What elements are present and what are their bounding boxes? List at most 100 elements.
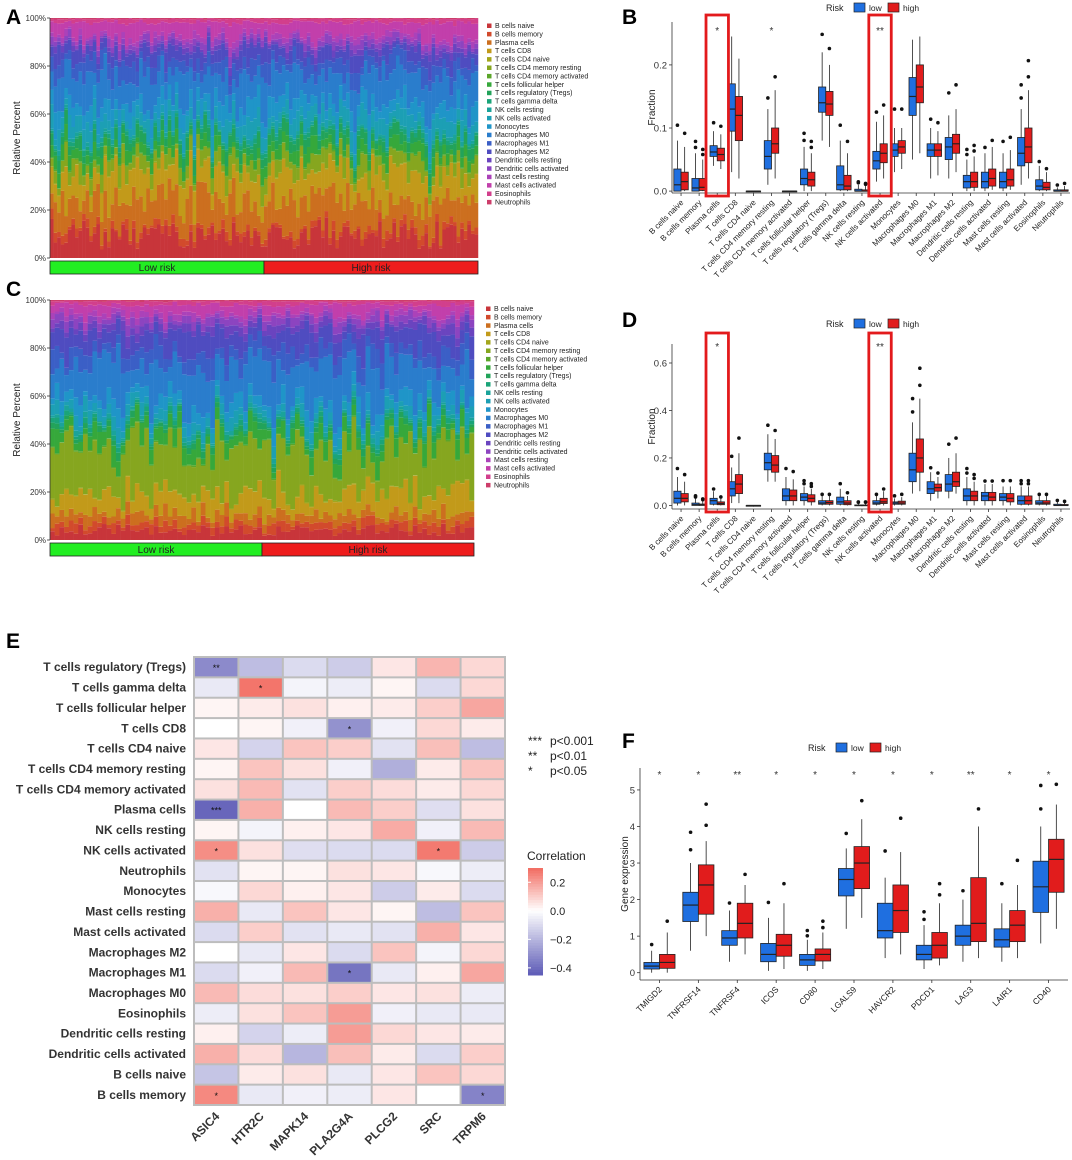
bar-segment bbox=[64, 40, 68, 43]
bar-segment bbox=[276, 313, 281, 318]
bar-segment bbox=[97, 426, 102, 432]
bar-segment bbox=[196, 413, 201, 424]
bar-segment bbox=[356, 383, 361, 397]
bar-segment bbox=[143, 77, 147, 115]
bar-segment bbox=[414, 227, 418, 234]
bar-segment bbox=[164, 147, 168, 154]
bar-segment bbox=[64, 430, 69, 431]
bar-segment bbox=[367, 73, 371, 115]
bar-segment bbox=[396, 32, 400, 37]
bar-segment bbox=[55, 507, 60, 516]
bar-segment bbox=[200, 229, 204, 258]
bar-segment bbox=[417, 301, 422, 306]
bar-segment bbox=[154, 482, 159, 483]
bar-segment bbox=[407, 137, 411, 141]
bar-segment bbox=[339, 34, 343, 40]
bar-segment bbox=[163, 372, 168, 397]
bar-segment bbox=[139, 196, 143, 232]
bar-segment bbox=[442, 44, 446, 48]
bar-segment bbox=[469, 432, 474, 433]
bar-segment bbox=[135, 369, 140, 383]
bar-segment bbox=[132, 187, 136, 221]
bar-segment bbox=[172, 321, 177, 325]
bar-segment bbox=[455, 520, 460, 525]
bar-segment bbox=[357, 50, 361, 56]
bar-segment bbox=[182, 316, 187, 323]
bar-segment bbox=[385, 147, 389, 150]
bar-segment bbox=[335, 155, 339, 165]
bar-segment bbox=[276, 470, 281, 507]
bar-segment bbox=[474, 174, 478, 203]
bar-segment bbox=[286, 532, 291, 540]
bar-segment bbox=[146, 168, 150, 188]
bar-segment bbox=[352, 399, 357, 405]
bar-segment bbox=[168, 236, 172, 258]
bar-segment bbox=[366, 302, 371, 312]
bar-segment bbox=[116, 301, 121, 304]
bar-segment bbox=[153, 19, 157, 25]
bar-segment bbox=[436, 306, 441, 320]
bar-segment bbox=[375, 349, 380, 368]
bar-segment bbox=[92, 395, 97, 403]
bar-segment bbox=[172, 448, 177, 489]
bar-segment bbox=[205, 305, 210, 314]
bar-segment bbox=[182, 115, 186, 133]
bar-segment bbox=[275, 227, 279, 258]
bar-segment bbox=[318, 134, 322, 136]
bar-segment bbox=[455, 414, 460, 419]
bar-segment bbox=[75, 132, 79, 136]
bar-segment bbox=[446, 153, 450, 165]
bar-segment bbox=[201, 444, 206, 449]
bar-segment bbox=[88, 433, 93, 437]
bar-segment bbox=[121, 317, 126, 321]
bar-segment bbox=[361, 449, 366, 457]
bar-segment bbox=[175, 129, 179, 144]
bar-segment bbox=[205, 434, 210, 437]
bar-segment bbox=[135, 402, 140, 404]
bar-segment bbox=[403, 521, 408, 532]
bar-segment bbox=[57, 37, 61, 41]
bar-segment bbox=[371, 44, 375, 50]
bar-segment bbox=[228, 47, 232, 57]
bar-segment bbox=[68, 29, 72, 38]
bar-segment bbox=[474, 133, 478, 136]
bar-segment bbox=[69, 495, 74, 509]
bar-segment bbox=[229, 403, 234, 418]
bar-segment bbox=[328, 93, 332, 108]
bar-segment bbox=[79, 44, 83, 62]
bar-segment bbox=[378, 165, 382, 166]
bar-segment bbox=[182, 498, 187, 516]
bar-segment bbox=[378, 212, 382, 221]
bar-segment bbox=[104, 18, 108, 19]
bar-segment bbox=[350, 90, 354, 111]
bar-segment bbox=[413, 439, 418, 440]
bar-segment bbox=[435, 66, 439, 76]
bar-segment bbox=[321, 42, 325, 47]
bar-segment bbox=[196, 35, 200, 40]
bar-segment bbox=[385, 174, 389, 190]
bar-segment bbox=[303, 168, 307, 169]
bar-segment bbox=[333, 378, 338, 433]
bar-segment bbox=[83, 494, 88, 495]
bar-segment bbox=[449, 155, 453, 162]
bar-segment bbox=[177, 532, 182, 540]
bar-segment bbox=[408, 503, 413, 504]
bar-segment bbox=[111, 57, 115, 68]
bar-segment bbox=[378, 20, 382, 23]
bar-segment bbox=[319, 406, 324, 411]
low-box bbox=[873, 151, 880, 169]
bar-segment bbox=[342, 432, 347, 489]
bar-segment bbox=[417, 393, 422, 410]
legend-swatch bbox=[486, 449, 491, 454]
bar-segment bbox=[460, 75, 464, 109]
bar-segment bbox=[360, 19, 364, 24]
bar-segment bbox=[186, 240, 190, 246]
bar-segment bbox=[364, 90, 368, 109]
bar-segment bbox=[455, 305, 460, 319]
bar-segment bbox=[161, 115, 165, 119]
bar-segment bbox=[264, 158, 268, 166]
bar-segment bbox=[172, 300, 177, 301]
bar-segment bbox=[396, 103, 400, 119]
bar-segment bbox=[136, 138, 140, 143]
bar-segment bbox=[332, 183, 336, 221]
